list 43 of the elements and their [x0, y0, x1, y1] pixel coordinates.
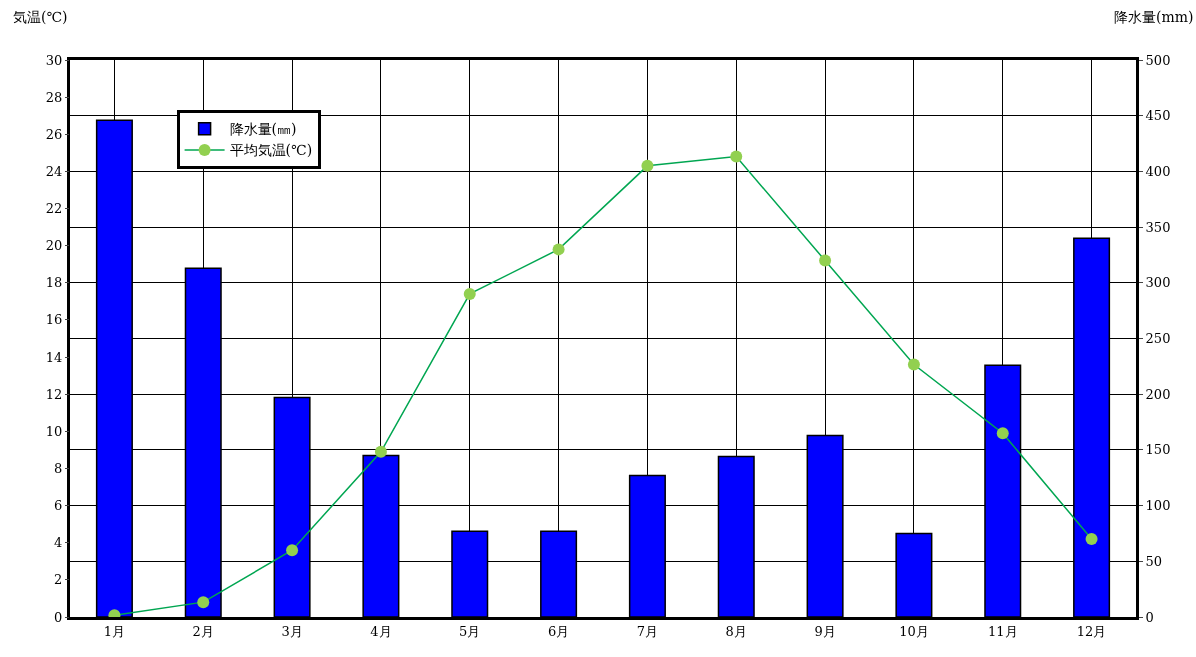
y-tick-label: 22	[45, 201, 63, 217]
x-tick-label: 1月	[103, 623, 126, 639]
y2-tick-label: 150	[1145, 442, 1171, 458]
y2-tick-label: 200	[1145, 386, 1171, 402]
y2-tick-label: 500	[1145, 52, 1171, 68]
x-tick-label: 2月	[192, 623, 214, 639]
x-tick-label: 3月	[281, 623, 303, 639]
y2-tick-label: 0	[1145, 609, 1154, 625]
y2-tick-label: 300	[1145, 275, 1171, 291]
x-tick-label: 5月	[459, 623, 481, 639]
legend-label: 降水量(㎜)	[229, 121, 297, 138]
y2-tick-label: 450	[1145, 108, 1171, 124]
y-tick-label: 10	[45, 423, 63, 439]
y2-tick-label: 50	[1145, 553, 1163, 569]
y2-tick-label: 100	[1145, 498, 1171, 514]
y2-tick-label: 350	[1145, 219, 1171, 235]
y-tick-label: 4	[54, 535, 63, 551]
y-tick-label: 2	[54, 572, 63, 588]
x-tick-label: 8月	[725, 623, 747, 639]
y-tick-label: 20	[45, 238, 63, 254]
y-tick-label: 26	[45, 126, 63, 142]
x-tick-label: 10月	[899, 623, 929, 639]
y2-axis-title: 降水量(mm)	[1114, 9, 1194, 25]
y-tick-label: 16	[45, 312, 63, 328]
x-tick-label: 7月	[636, 623, 659, 639]
y-tick-label: 18	[45, 275, 63, 291]
x-tick-label: 6月	[547, 623, 570, 639]
x-tick-label: 11月	[987, 623, 1018, 639]
x-tick-label: 9月	[814, 623, 836, 639]
y-tick-label: 28	[45, 89, 63, 105]
y-tick-label: 30	[45, 52, 63, 68]
y-axis-title: 気温(℃)	[13, 9, 68, 25]
y-tick-label: 12	[45, 386, 63, 402]
y-tick-label: 6	[54, 498, 63, 514]
y-tick-label: 24	[45, 163, 63, 179]
y2-tick-label: 400	[1145, 163, 1171, 179]
legend-label: 平均気温(℃)	[229, 142, 313, 159]
x-tick-label: 4月	[370, 623, 392, 639]
x-tick-label: 12月	[1076, 623, 1107, 639]
y-tick-label: 8	[54, 461, 63, 477]
y-tick-label: 14	[45, 349, 63, 365]
y2-tick-label: 250	[1145, 331, 1171, 347]
y-tick-label: 0	[54, 609, 63, 625]
